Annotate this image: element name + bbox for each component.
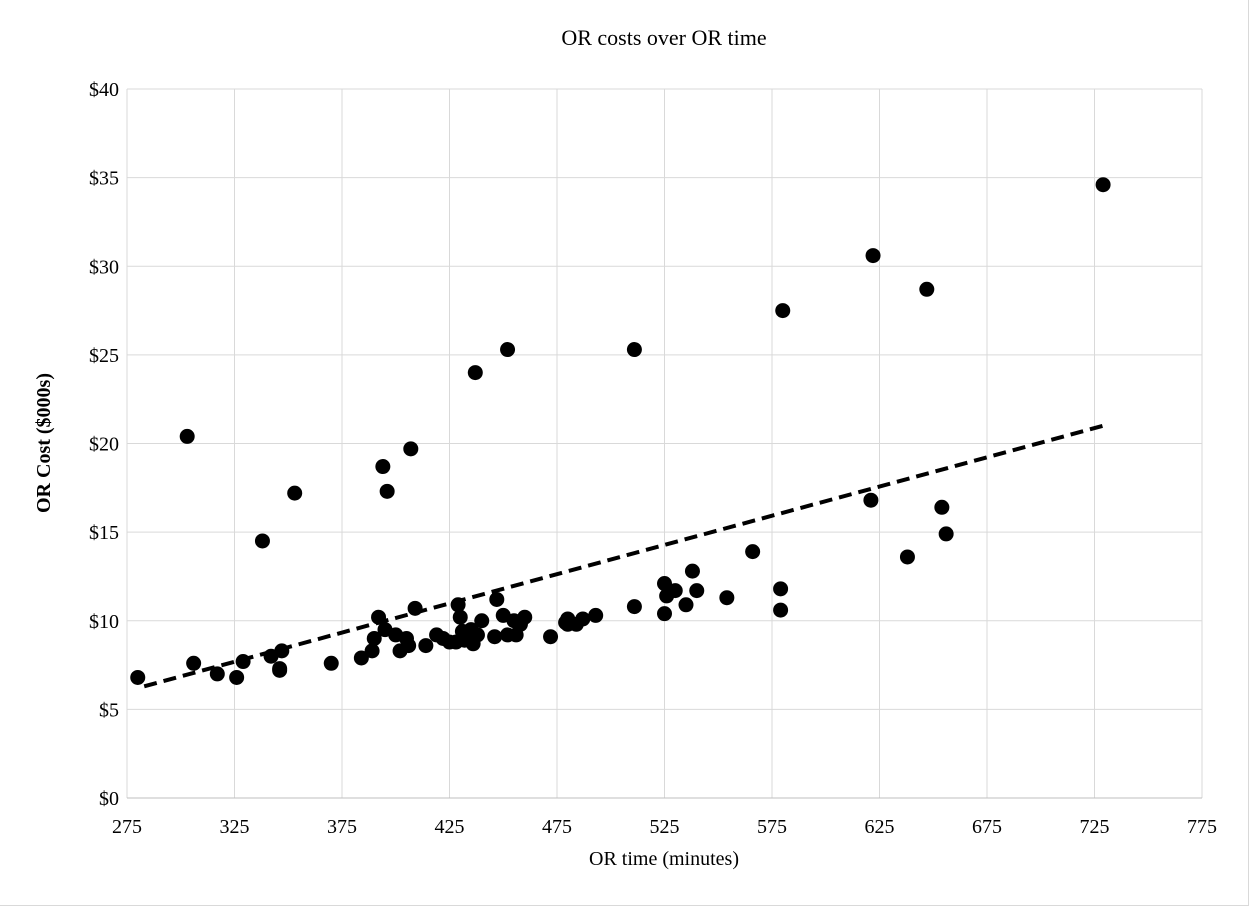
x-tick-label: 675 [972, 816, 1002, 838]
chart-title: OR costs over OR time [561, 25, 766, 50]
x-tick-label: 525 [650, 816, 680, 838]
data-point [418, 638, 434, 654]
y-tick-label: $0 [99, 788, 119, 810]
data-point [353, 650, 369, 666]
data-point [863, 492, 879, 508]
y-tick-label: $40 [89, 79, 119, 101]
data-points [130, 177, 1111, 685]
x-tick-label: 375 [327, 816, 357, 838]
data-point [366, 630, 382, 646]
y-tick-label: $30 [89, 256, 119, 278]
data-point [626, 342, 642, 358]
data-point [773, 602, 789, 618]
x-tick-label: 575 [757, 816, 787, 838]
data-point [543, 629, 559, 645]
data-point [130, 669, 146, 685]
data-point [626, 599, 642, 615]
data-point [745, 544, 761, 560]
y-tick-label: $20 [89, 434, 119, 456]
data-point [719, 590, 735, 606]
data-point [689, 583, 705, 599]
data-point [667, 583, 683, 599]
y-tick-label: $10 [89, 611, 119, 633]
data-point [919, 281, 935, 297]
data-point [588, 607, 604, 623]
x-tick-label: 275 [112, 816, 142, 838]
data-point [657, 606, 672, 622]
x-tick-label: 625 [865, 816, 895, 838]
data-point [934, 499, 950, 515]
y-tick-label: $15 [89, 522, 119, 544]
data-point [272, 661, 288, 677]
y-tick-label: $25 [89, 345, 119, 367]
data-point [865, 248, 881, 264]
trendline [143, 423, 1104, 689]
data-point [235, 654, 251, 670]
y-axis-title: OR Cost ($000s) [33, 373, 55, 513]
y-tick-label: $5 [99, 699, 119, 721]
data-point [657, 576, 672, 592]
data-point [452, 609, 468, 625]
data-point [517, 609, 533, 625]
data-point [229, 669, 245, 685]
data-point [375, 459, 391, 475]
data-point [487, 629, 503, 645]
data-point [407, 600, 423, 616]
data-point [684, 563, 700, 579]
x-tick-label: 325 [220, 816, 250, 838]
data-point [186, 655, 202, 671]
data-point [489, 591, 505, 607]
data-point [678, 597, 694, 613]
data-point [469, 627, 485, 643]
data-point [899, 549, 915, 565]
data-point [401, 638, 417, 654]
data-point [179, 428, 195, 444]
x-tick-label: 475 [542, 816, 572, 838]
grid [126, 88, 1203, 799]
data-point [474, 613, 490, 629]
x-tick-labels: 275 325 375 425 475 525 575 625 675 725 775 [112, 816, 1217, 838]
data-point [403, 441, 419, 457]
data-point [254, 533, 270, 549]
trendline-layer [143, 423, 1104, 689]
data-point [450, 597, 466, 613]
x-tick-label: 725 [1080, 816, 1110, 838]
data-point [775, 303, 791, 319]
x-tick-label: 425 [435, 816, 465, 838]
data-point [773, 581, 789, 597]
data-point [575, 611, 591, 627]
data-point [274, 643, 290, 659]
y-tick-labels: $0 $5 $10 $15 $20 $25 $30 $35 $40 [89, 79, 119, 810]
data-point [938, 526, 954, 542]
data-point [323, 655, 339, 671]
data-point [500, 342, 516, 358]
data-point [287, 485, 303, 501]
x-tick-label: 775 [1187, 816, 1217, 838]
data-point [371, 609, 387, 625]
data-point [379, 483, 395, 499]
data-point [364, 643, 380, 659]
x-axis-title: OR time (minutes) [589, 848, 739, 870]
data-point [209, 666, 225, 682]
y-tick-label: $35 [89, 168, 119, 190]
data-point [1095, 177, 1111, 193]
data-point [467, 365, 483, 381]
